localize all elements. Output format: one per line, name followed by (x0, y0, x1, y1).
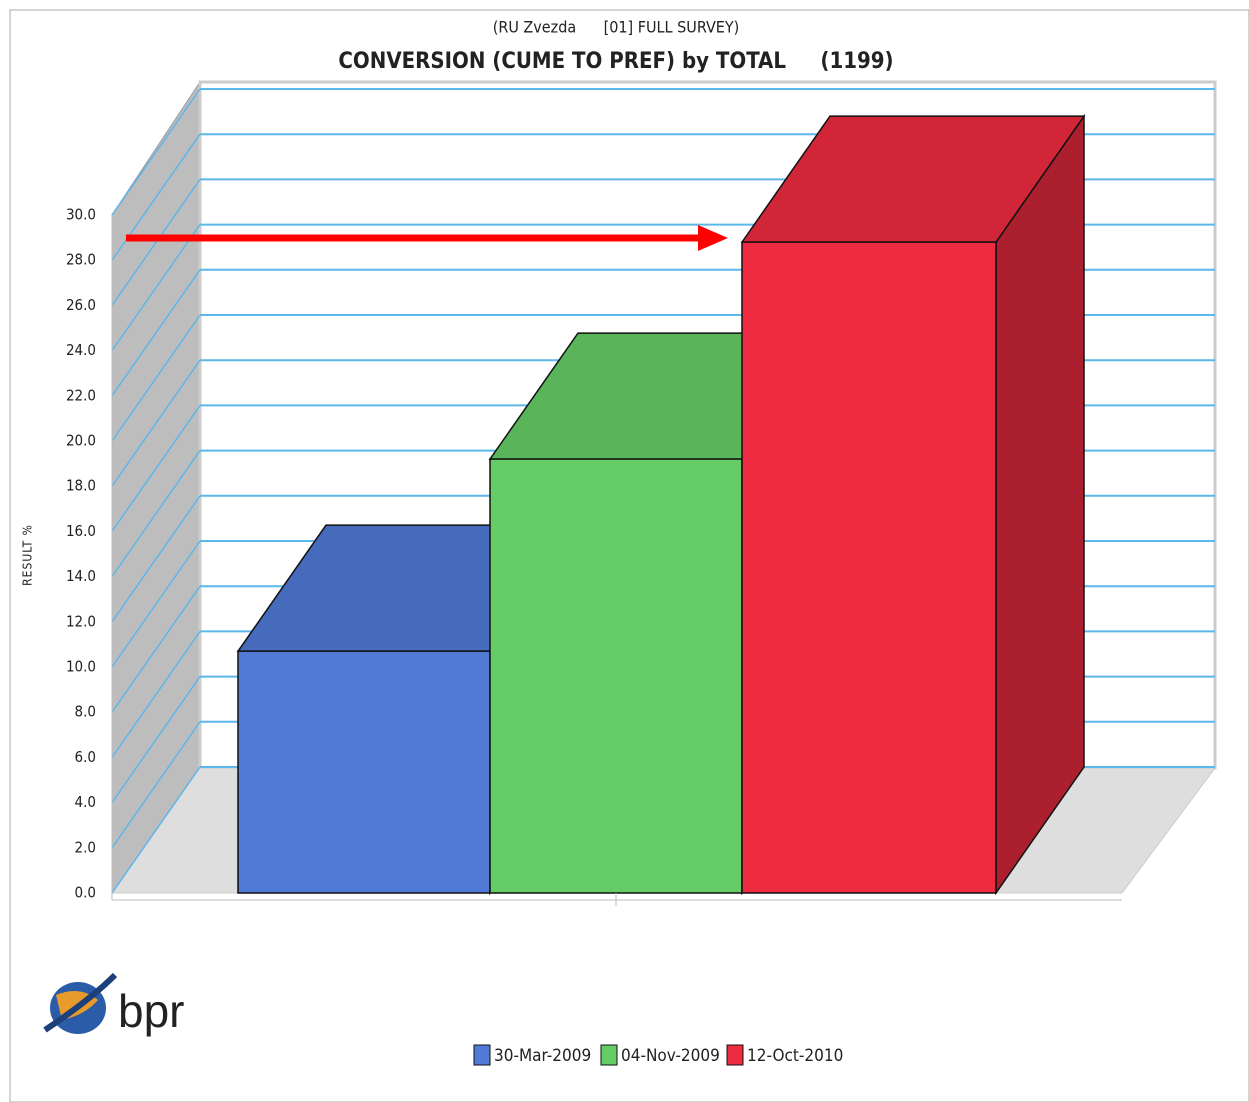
y-tick-label: 30.0 (66, 206, 96, 224)
y-tick-label: 2.0 (75, 838, 96, 856)
logo-text: bpr (118, 985, 184, 1037)
legend-swatch (600, 1044, 618, 1066)
grid-line-side (111, 314, 201, 442)
left-wall (111, 80, 201, 895)
legend-label: 30-Mar-2009 (494, 1046, 591, 1066)
y-tick-label: 14.0 (66, 567, 96, 585)
y-axis-label: RESULT % (21, 524, 35, 586)
grid-line-side (111, 450, 201, 578)
bar-side (995, 113, 1085, 896)
arrow-head (698, 225, 728, 251)
y-tick-label: 20.0 (66, 432, 96, 450)
legend-label: 12-Oct-2010 (747, 1046, 843, 1066)
bar (489, 458, 743, 894)
y-tick-label: 26.0 (66, 296, 96, 314)
grid-line-side (111, 269, 201, 397)
chart-supertitle: (RU Zvezda [01] FULL SURVEY) (493, 18, 740, 37)
y-tick-label: 18.0 (66, 477, 96, 495)
grid-line-side (111, 88, 201, 216)
y-tick-label: 8.0 (75, 703, 96, 721)
grid-line-side (111, 224, 201, 352)
logo: bpr (43, 972, 184, 1037)
bar (741, 241, 997, 894)
y-tick-label: 12.0 (66, 612, 96, 630)
grid-line-side (111, 766, 201, 894)
y-tick-label: 22.0 (66, 386, 96, 404)
grid-line-side (111, 676, 201, 804)
y-tick-label: 28.0 (66, 251, 96, 269)
y-tick-label: 4.0 (75, 793, 96, 811)
y-tick-label: 0.0 (75, 884, 96, 902)
y-tick-label: 10.0 (66, 658, 96, 676)
grid-line-side (111, 178, 201, 306)
grid-line-side (111, 630, 201, 758)
grid-line-side (111, 721, 201, 849)
grid-line-side (111, 404, 201, 532)
y-tick-label: 24.0 (66, 341, 96, 359)
grid-line-side (111, 359, 201, 487)
grid-line-side (111, 495, 201, 623)
y-tick-label: 16.0 (66, 522, 96, 540)
legend-swatch (473, 1044, 491, 1066)
legend-swatch (726, 1044, 744, 1066)
grid-line-side (111, 585, 201, 713)
bar (237, 650, 491, 894)
grid-line-side (111, 540, 201, 668)
y-tick-label: 6.0 (75, 748, 96, 766)
chart-title: CONVERSION (CUME TO PREF) by TOTAL (1199… (338, 49, 893, 74)
legend-label: 04-Nov-2009 (621, 1046, 720, 1066)
